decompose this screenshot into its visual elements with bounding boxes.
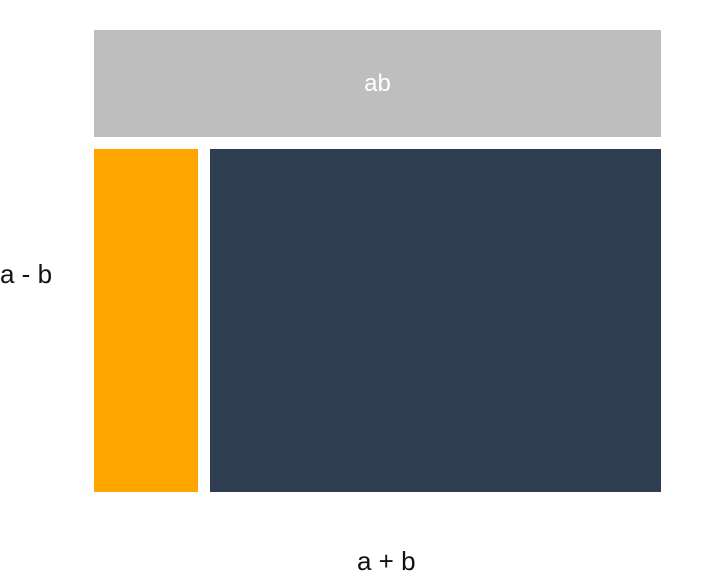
dark-square-rectangle (210, 149, 661, 492)
orange-strip-rectangle (94, 149, 198, 492)
a-plus-b-label: a + b (357, 546, 416, 576)
a-minus-b-label: a - b (0, 259, 53, 289)
ab-label: ab (364, 69, 391, 97)
ab-rectangle: ab (94, 30, 661, 137)
